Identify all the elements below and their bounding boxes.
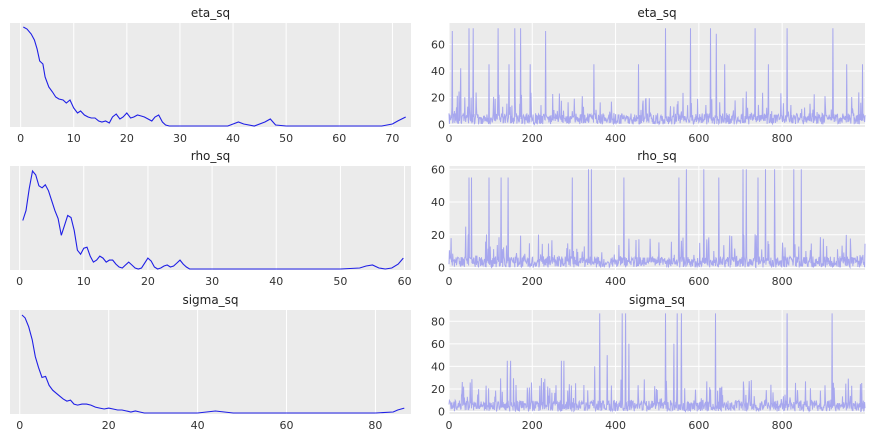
x-tick-label: 40 <box>269 275 283 288</box>
trace-line <box>448 169 866 270</box>
panel-title: eta_sq <box>637 6 676 20</box>
y-tick-label: 0 <box>438 406 445 419</box>
x-tick-label: 20 <box>120 132 134 145</box>
trace-line <box>448 313 866 413</box>
x-tick-label: 70 <box>385 132 399 145</box>
plot-background <box>449 23 865 127</box>
x-tick-label: 0 <box>446 132 453 145</box>
x-tick-label: 20 <box>102 419 116 432</box>
x-tick-label: 50 <box>333 275 347 288</box>
x-tick-label: 800 <box>772 419 793 432</box>
plot-background <box>449 166 865 270</box>
x-tick-label: 0 <box>16 275 23 288</box>
density-line <box>21 314 405 414</box>
x-tick-label: 800 <box>772 132 793 145</box>
x-tick-label: 40 <box>226 132 240 145</box>
plot-background <box>10 23 411 127</box>
trace-line <box>448 28 866 126</box>
plot-background <box>10 310 411 414</box>
x-tick-label: 10 <box>67 132 81 145</box>
x-tick-label: 30 <box>205 275 219 288</box>
panel-title: rho_sq <box>191 149 231 163</box>
panel-trace-rho_sq: 0 200 400 600 800 0 20 40 60 rho_sq <box>431 149 866 288</box>
panel-title: sigma_sq <box>182 293 238 307</box>
x-tick-label: 30 <box>173 132 187 145</box>
y-tick-label: 60 <box>431 38 445 51</box>
x-tick-label: 600 <box>688 132 709 145</box>
x-tick-label: 0 <box>17 132 24 145</box>
x-tick-label: 800 <box>772 275 793 288</box>
y-tick-label: 20 <box>431 383 445 396</box>
x-tick-label: 80 <box>368 419 382 432</box>
x-tick-label: 60 <box>332 132 346 145</box>
density-line <box>23 26 406 127</box>
x-tick-label: 0 <box>446 275 453 288</box>
x-tick-label: 400 <box>605 419 626 432</box>
y-tick-label: 20 <box>431 229 445 242</box>
x-tick-label: 0 <box>16 419 23 432</box>
y-tick-label: 0 <box>438 118 445 131</box>
density-line <box>22 169 404 270</box>
y-tick-label: 0 <box>438 262 445 275</box>
x-tick-label: 40 <box>191 419 205 432</box>
x-tick-label: 600 <box>688 419 709 432</box>
y-tick-label: 60 <box>431 338 445 351</box>
panel-trace-eta_sq: 0 200 400 600 800 0 20 40 60 eta_sq <box>431 6 866 145</box>
x-tick-label: 20 <box>141 275 155 288</box>
x-tick-label: 60 <box>398 275 412 288</box>
x-tick-label: 0 <box>446 419 453 432</box>
y-tick-label: 40 <box>431 196 445 209</box>
x-tick-label: 10 <box>77 275 91 288</box>
panel-title: eta_sq <box>191 6 230 20</box>
panel-title: rho_sq <box>637 149 677 163</box>
x-tick-label: 400 <box>605 132 626 145</box>
x-tick-label: 200 <box>522 275 543 288</box>
panel-title: sigma_sq <box>629 293 685 307</box>
y-tick-label: 40 <box>431 360 445 373</box>
y-tick-label: 40 <box>431 65 445 78</box>
panel-density-sigma_sq: 0 20 40 60 80 sigma_sq <box>10 293 411 432</box>
y-tick-label: 20 <box>431 92 445 105</box>
y-tick-label: 60 <box>431 163 445 176</box>
x-tick-label: 60 <box>280 419 294 432</box>
x-tick-label: 200 <box>522 132 543 145</box>
x-tick-label: 600 <box>688 275 709 288</box>
plot-background <box>10 166 411 270</box>
x-tick-label: 400 <box>605 275 626 288</box>
panel-density-rho_sq: 0 10 20 30 40 50 60 rho_sq <box>10 149 412 288</box>
panel-trace-sigma_sq: 0 200 400 600 800 0 20 40 60 80 sigma_sq <box>431 293 866 432</box>
x-tick-label: 50 <box>279 132 293 145</box>
x-tick-label: 200 <box>522 419 543 432</box>
y-tick-label: 80 <box>431 315 445 328</box>
panel-density-eta_sq: 0 10 20 30 40 50 60 70 eta_sq <box>10 6 411 145</box>
